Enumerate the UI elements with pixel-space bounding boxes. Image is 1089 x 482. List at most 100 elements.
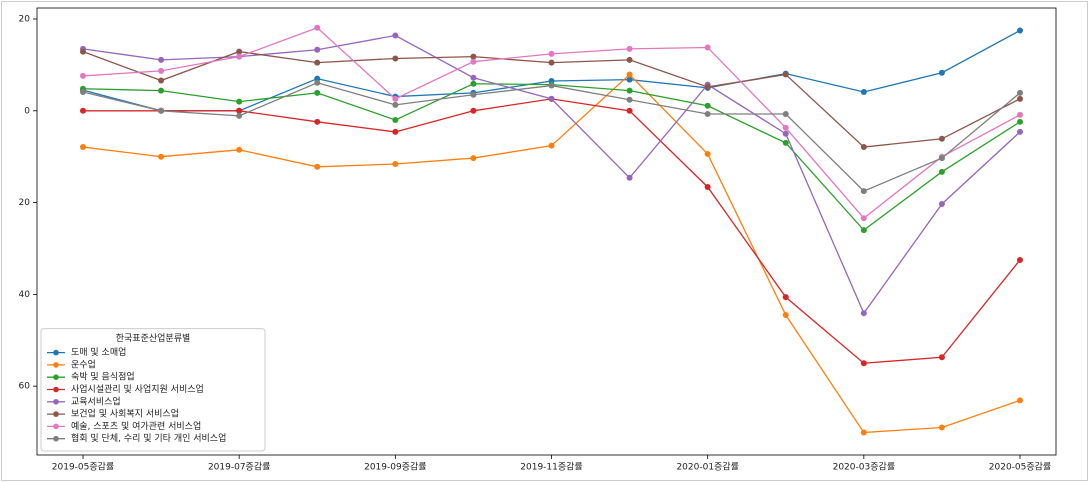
y-tick-label: 40 bbox=[19, 290, 31, 300]
data-point bbox=[938, 200, 945, 207]
data-point bbox=[860, 215, 867, 222]
data-point bbox=[1017, 111, 1023, 118]
data-point bbox=[158, 153, 165, 160]
legend-marker bbox=[53, 423, 59, 430]
y-tick-label: 0 bbox=[24, 106, 30, 116]
data-point bbox=[470, 53, 477, 60]
data-point bbox=[158, 87, 165, 94]
data-point bbox=[158, 56, 165, 63]
data-point bbox=[938, 155, 945, 162]
data-point bbox=[236, 48, 243, 55]
data-point bbox=[80, 72, 86, 79]
x-tick-label: 2020-01증감률 bbox=[676, 461, 738, 473]
data-point bbox=[548, 82, 555, 89]
data-point bbox=[938, 354, 945, 361]
data-point bbox=[860, 188, 867, 195]
data-point bbox=[782, 312, 789, 319]
data-point bbox=[704, 150, 711, 157]
data-point bbox=[1017, 118, 1023, 125]
data-point bbox=[782, 294, 789, 301]
legend-marker bbox=[53, 399, 59, 405]
data-point bbox=[704, 183, 711, 190]
data-point bbox=[470, 74, 477, 81]
data-point bbox=[626, 45, 633, 52]
data-point bbox=[626, 174, 633, 181]
data-point bbox=[548, 50, 555, 57]
legend-label: 도매 및 소매업 bbox=[71, 346, 126, 358]
data-point bbox=[236, 98, 243, 105]
data-point bbox=[782, 111, 789, 118]
data-point bbox=[314, 46, 321, 53]
data-point bbox=[392, 101, 399, 108]
data-point bbox=[938, 168, 945, 175]
legend-label: 예술, 스포츠 및 여가관련 서비스업 bbox=[71, 420, 201, 432]
legend-label: 협회 및 단체, 수리 및 기타 개인 서비스업 bbox=[71, 432, 226, 444]
data-point bbox=[1017, 95, 1023, 102]
data-point bbox=[470, 80, 477, 87]
data-point bbox=[626, 87, 633, 94]
legend-box bbox=[40, 328, 266, 452]
data-point bbox=[704, 44, 711, 51]
data-point bbox=[860, 429, 867, 436]
data-point bbox=[938, 135, 945, 142]
data-point bbox=[236, 53, 243, 60]
data-point bbox=[860, 144, 867, 151]
data-point bbox=[782, 130, 789, 137]
y-tick-label: 20 bbox=[19, 198, 31, 208]
legend-marker bbox=[53, 362, 59, 368]
x-tick-label: 2020-03증감률 bbox=[833, 461, 895, 473]
x-tick-label: 2020-05증감률 bbox=[989, 461, 1051, 473]
data-point bbox=[80, 48, 86, 55]
data-point bbox=[314, 118, 321, 125]
x-tick-label: 2019-11증감률 bbox=[520, 461, 582, 473]
data-point bbox=[860, 88, 867, 95]
data-point bbox=[314, 163, 321, 170]
data-point bbox=[1017, 256, 1023, 263]
data-point bbox=[782, 124, 789, 131]
data-point bbox=[626, 76, 633, 83]
data-point bbox=[860, 360, 867, 367]
data-point bbox=[314, 79, 321, 86]
data-point bbox=[1017, 27, 1023, 34]
data-point bbox=[158, 107, 165, 114]
data-point bbox=[80, 144, 86, 151]
data-point bbox=[392, 55, 399, 62]
data-point bbox=[158, 77, 165, 84]
data-point bbox=[236, 112, 243, 119]
data-point bbox=[392, 161, 399, 168]
legend-marker bbox=[53, 374, 59, 381]
data-point bbox=[392, 128, 399, 135]
data-point bbox=[548, 142, 555, 149]
data-point bbox=[1017, 89, 1023, 96]
legend-title: 한국표준산업분류별 bbox=[116, 333, 191, 344]
data-point bbox=[782, 71, 789, 78]
data-point bbox=[314, 59, 321, 66]
y-tick-label: 20 bbox=[19, 15, 31, 25]
data-point bbox=[392, 95, 399, 102]
data-point bbox=[860, 227, 867, 234]
data-point bbox=[860, 310, 867, 317]
legend-label: 숙박 및 음식점업 bbox=[71, 371, 135, 383]
y-tick-label: 60 bbox=[19, 382, 31, 392]
legend-label: 교육서비스업 bbox=[71, 396, 121, 407]
data-point bbox=[704, 83, 711, 90]
legend-marker bbox=[53, 411, 59, 417]
data-point bbox=[314, 24, 321, 31]
data-point bbox=[704, 102, 711, 109]
data-point bbox=[470, 58, 477, 65]
legend-label: 운수업 bbox=[71, 359, 96, 370]
data-point bbox=[236, 146, 243, 153]
data-point bbox=[626, 107, 633, 114]
data-point bbox=[236, 107, 243, 114]
data-point bbox=[470, 155, 477, 162]
legend-label: 보건업 및 사회복지 서비스업 bbox=[71, 408, 179, 420]
data-point bbox=[314, 75, 321, 82]
data-point bbox=[470, 91, 477, 98]
data-point bbox=[158, 67, 165, 74]
data-point bbox=[470, 107, 477, 114]
data-point bbox=[938, 69, 945, 76]
legend-marker bbox=[53, 349, 59, 356]
